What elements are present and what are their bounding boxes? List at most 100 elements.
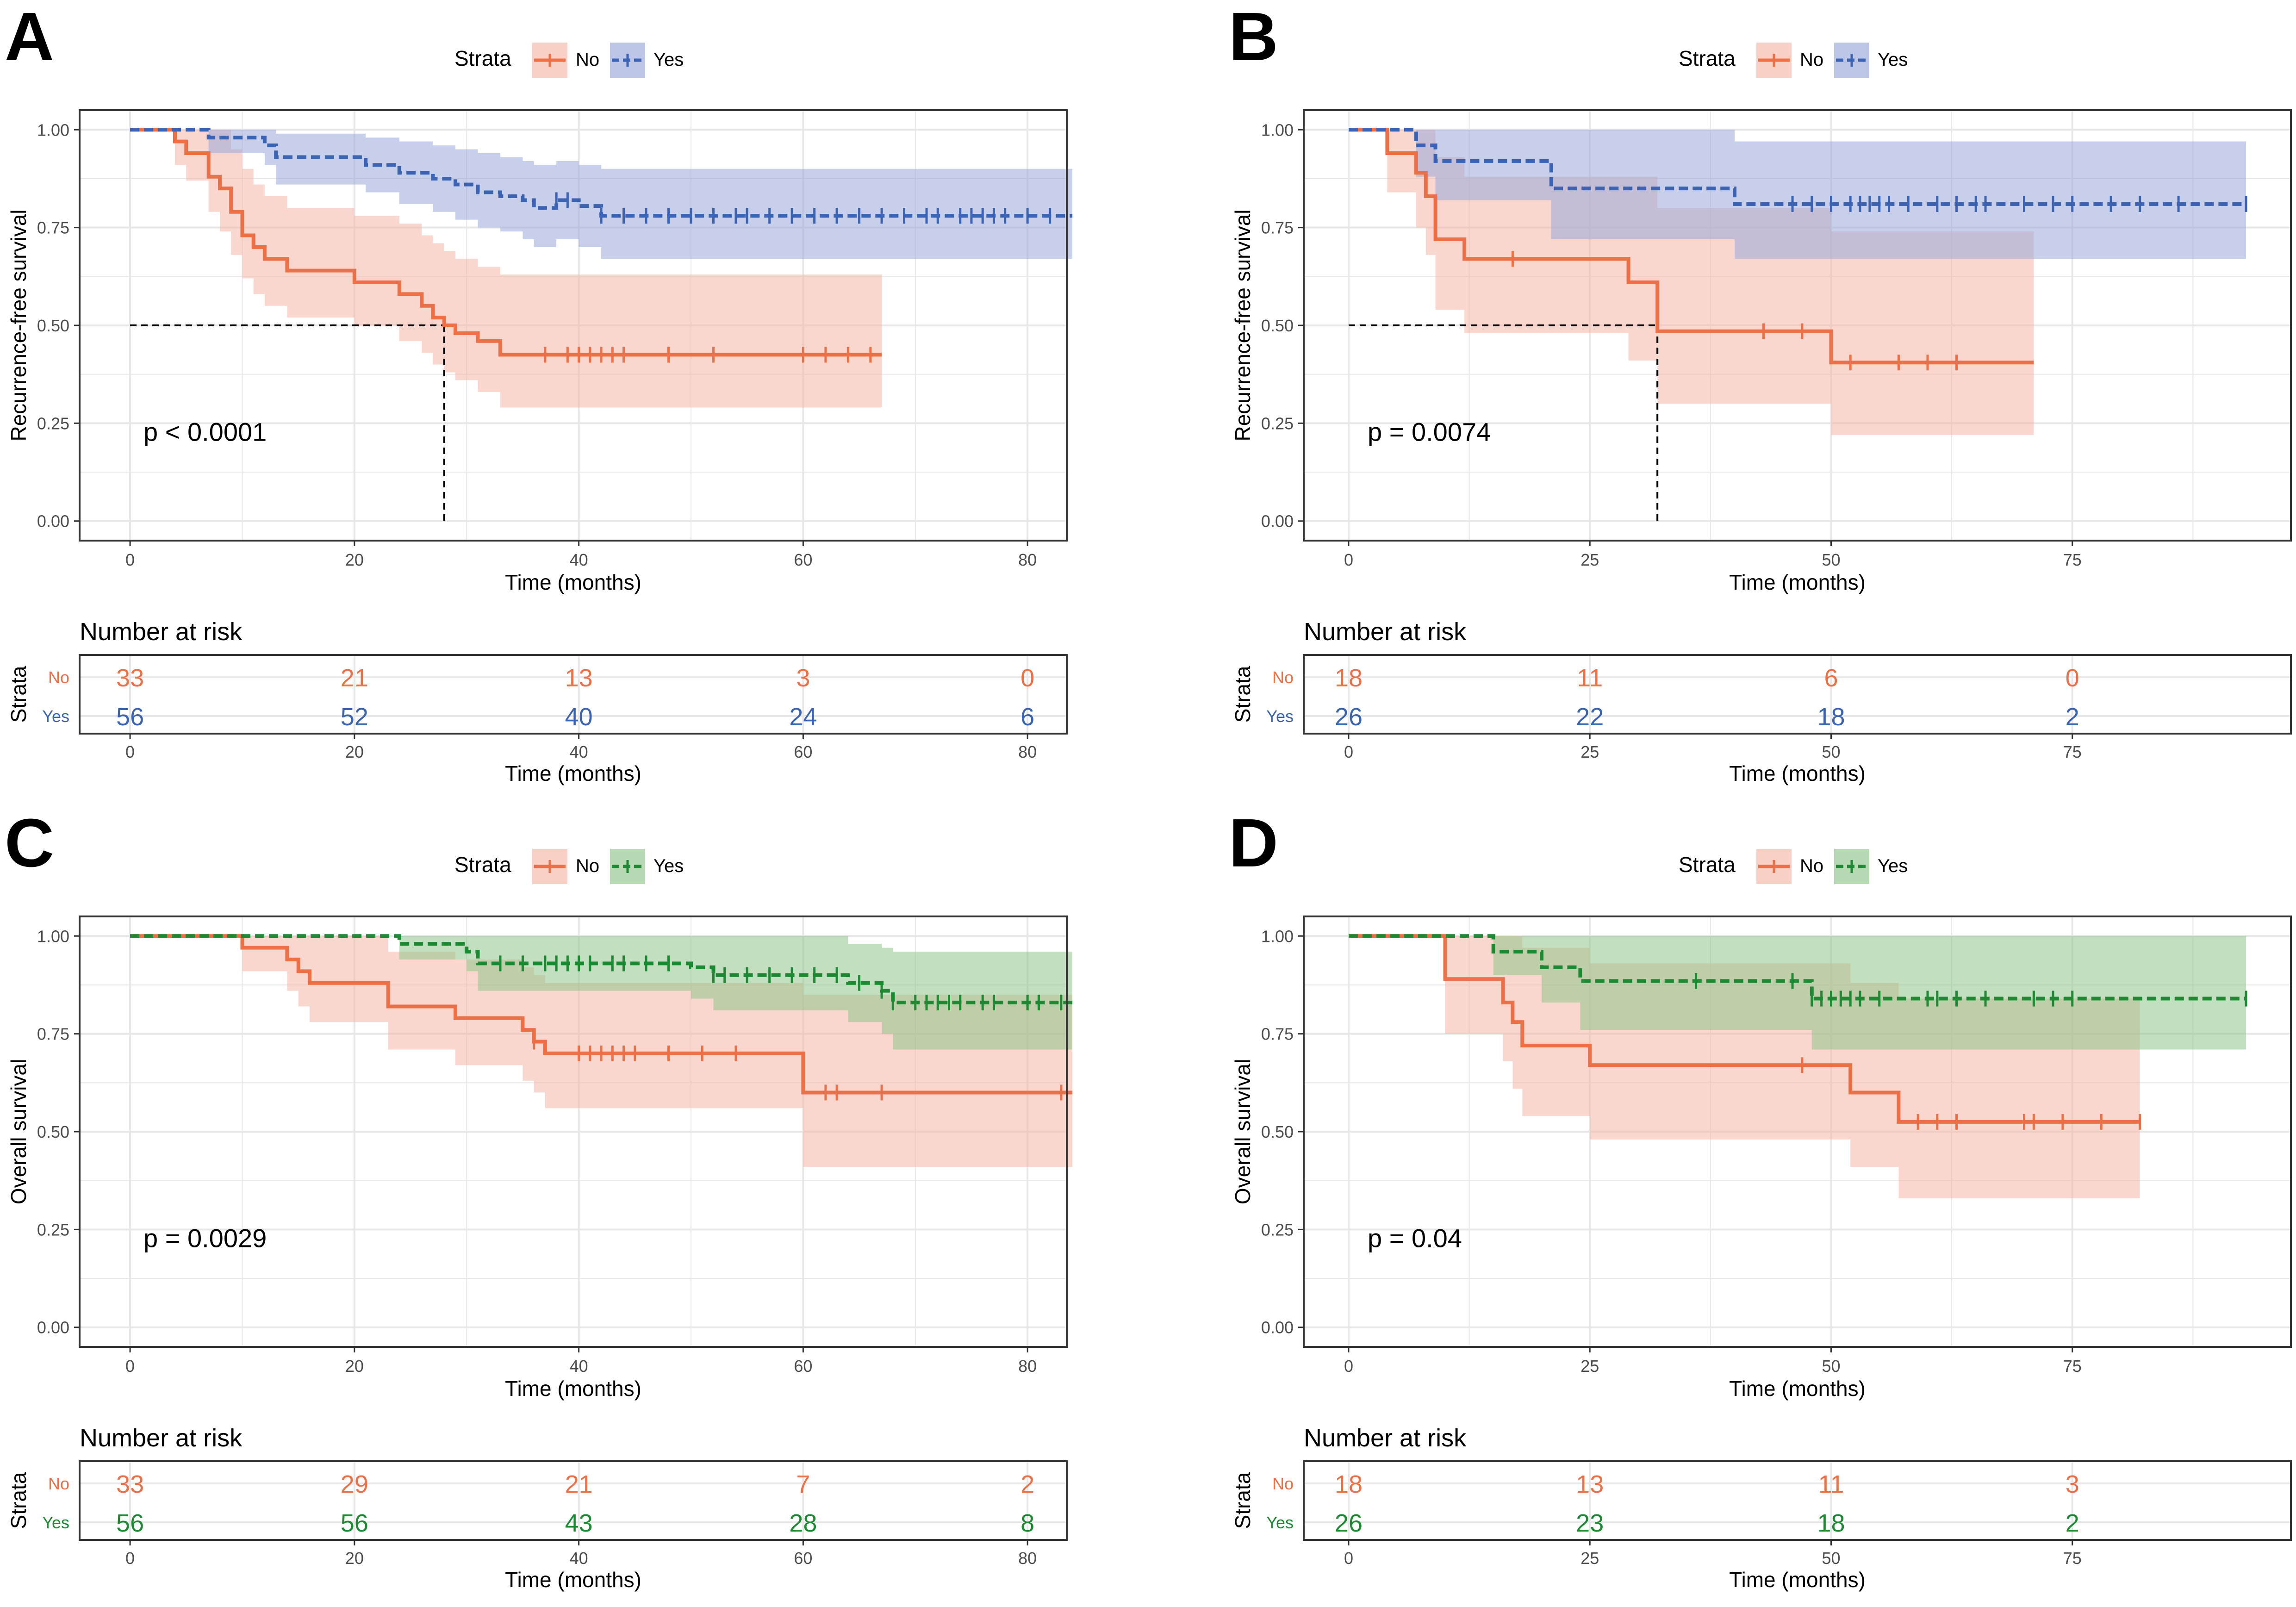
risk-row-label-no: No: [48, 668, 69, 687]
risk-count-yes: 6: [1020, 703, 1034, 731]
ci-band-no: [1349, 130, 2034, 435]
risk-count-no: 21: [341, 664, 368, 692]
y-tick-label: 0.25: [37, 414, 69, 433]
risk-count-yes: 18: [1817, 703, 1845, 731]
legend-label-yes: Yes: [653, 50, 684, 70]
risk-row-label-yes: Yes: [1266, 1513, 1294, 1532]
legend-title: Strata: [1679, 853, 1736, 877]
x-tick-label: 60: [794, 550, 812, 569]
survival-curve-no: [1349, 128, 2034, 365]
risk-count-no: 18: [1335, 664, 1363, 692]
ci-band-no: [130, 130, 882, 408]
y-tick-label: 0.50: [37, 1122, 69, 1141]
risk-count-no: 29: [341, 1470, 368, 1498]
risk-count-yes: 24: [789, 703, 817, 731]
x-tick-label: 50: [1822, 1357, 1840, 1376]
risk-count-yes: 56: [341, 1509, 368, 1537]
risk-count-yes: 26: [1335, 1509, 1363, 1537]
risk-x-axis-title: Time (months): [1729, 761, 1866, 785]
risk-table-background: [1304, 655, 2291, 734]
y-axis-title: Overall survival: [6, 1059, 31, 1204]
x-tick-label: 75: [2063, 550, 2082, 569]
risk-count-no: 0: [1020, 664, 1034, 692]
x-tick-label: 20: [345, 550, 364, 569]
risk-x-tick-label: 40: [570, 742, 588, 761]
y-axis-title: Overall survival: [1231, 1059, 1255, 1204]
risk-table-title: Number at risk: [1304, 618, 1467, 646]
risk-table-background: [80, 1461, 1067, 1540]
risk-y-axis-title: Strata: [6, 1472, 31, 1529]
x-tick-label: 0: [1344, 1357, 1353, 1376]
risk-count-yes: 2: [2066, 1509, 2079, 1537]
risk-x-tick-label: 50: [1822, 1549, 1840, 1568]
x-tick-label: 25: [1580, 550, 1599, 569]
legend-label-yes: Yes: [1878, 50, 1908, 70]
risk-row-label-yes: Yes: [42, 1513, 69, 1532]
survival-plot: 0.00 0.25 0.50 0.75 1.00 0 20 40 60 80 Time (month…: [6, 109, 1073, 594]
panel-d: D Strata No Yes 0.00 0.25 0.50 0.75 1.00 0 25 50 75 1…: [1229, 805, 2292, 1592]
legend: Strata No Yes: [454, 849, 684, 884]
risk-count-no: 13: [1576, 1470, 1604, 1498]
risk-x-tick-label: 0: [125, 1549, 135, 1568]
legend-label-yes: Yes: [653, 856, 684, 876]
x-tick-label: 0: [125, 1357, 135, 1376]
risk-count-yes: 2: [2066, 703, 2079, 731]
risk-x-tick-label: 25: [1580, 742, 1599, 761]
risk-table-frame: [79, 1460, 1068, 1541]
p-value: p = 0.04: [1368, 1224, 1462, 1253]
legend-title: Strata: [1679, 46, 1736, 70]
y-tick-label: 0.00: [37, 512, 69, 531]
ci-band-yes: [130, 936, 1073, 1050]
survival-curve-no: [130, 128, 882, 357]
y-tick-label: 0.00: [1261, 1318, 1294, 1337]
risk-count-no: 11: [1818, 1470, 1844, 1498]
y-tick-label: 0.25: [37, 1220, 69, 1239]
risk-count-no: 3: [796, 664, 810, 692]
legend: Strata No Yes: [1679, 43, 1908, 78]
panel-letter: D: [1229, 805, 1278, 881]
risk-count-no: 3: [2066, 1470, 2079, 1498]
risk-table-frame: [1303, 1460, 2292, 1541]
y-tick-label: 0.75: [1261, 1025, 1294, 1044]
legend-label-no: No: [1800, 856, 1823, 876]
x-tick-label: 20: [345, 1357, 364, 1376]
risk-count-no: 21: [565, 1470, 593, 1498]
risk-count-no: 13: [565, 664, 593, 692]
risk-row-label-no: No: [1272, 668, 1294, 687]
risk-count-no: 7: [796, 1470, 810, 1498]
risk-x-tick-label: 25: [1580, 1549, 1599, 1568]
y-tick-label: 1.00: [37, 927, 69, 946]
x-tick-label: 50: [1822, 550, 1840, 569]
legend-label-no: No: [1800, 50, 1823, 70]
risk-table: Number at riskNo18131130Yes2623182002550…: [1231, 1424, 2292, 1592]
risk-count-no: 11: [1577, 664, 1603, 692]
panel-letter: C: [5, 805, 54, 881]
x-axis-title: Time (months): [505, 570, 641, 594]
risk-x-tick-label: 75: [2063, 1549, 2082, 1568]
risk-count-yes: 28: [789, 1509, 817, 1537]
risk-count-yes: 18: [1817, 1509, 1845, 1537]
x-tick-label: 80: [1018, 550, 1037, 569]
risk-table-background: [80, 655, 1067, 734]
survival-curve-no: [1349, 934, 2140, 1124]
y-tick-label: 0.00: [1261, 512, 1294, 531]
ci-band-yes: [1349, 936, 2246, 1050]
risk-table-title: Number at risk: [80, 618, 243, 646]
survival-plot: 0.00 0.25 0.50 0.75 1.00 0 20 40 60 80 Time (month…: [6, 916, 1073, 1401]
y-tick-label: 0.00: [37, 1318, 69, 1337]
y-tick-label: 1.00: [37, 120, 69, 139]
risk-x-tick-label: 80: [1018, 1549, 1037, 1568]
risk-x-tick-label: 20: [345, 742, 364, 761]
x-axis-title: Time (months): [505, 1377, 641, 1401]
x-tick-label: 80: [1018, 1357, 1037, 1376]
legend-title: Strata: [454, 46, 511, 70]
risk-count-yes: 43: [565, 1509, 593, 1537]
panel-b: B Strata No Yes 0.00 0.25 0.50 0.75 1.00 0 25 50 75 1…: [1229, 0, 2292, 785]
survival-curve-no: [130, 934, 1073, 1095]
survival-curve-yes: [130, 934, 1073, 1004]
risk-x-axis-title: Time (months): [1729, 1568, 1866, 1592]
